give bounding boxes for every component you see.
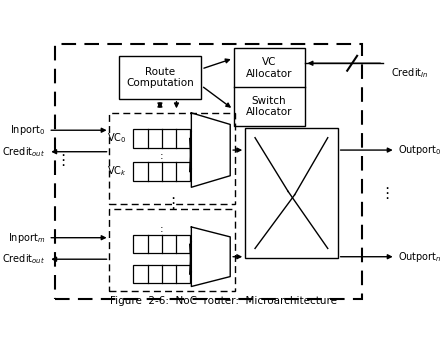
Text: ⋮: ⋮	[56, 153, 71, 168]
Text: Figure  2-6:  NoC  router:  Microarchitecture: Figure 2-6: NoC router: Microarchitectur…	[110, 296, 337, 305]
Bar	[134, 265, 190, 283]
Text: VC$_k$: VC$_k$	[107, 165, 127, 178]
Bar	[134, 162, 190, 181]
Text: VC$_0$: VC$_0$	[107, 132, 127, 145]
Text: Inport$_0$: Inport$_0$	[10, 123, 45, 137]
Text: ⋮: ⋮	[165, 196, 180, 211]
Text: Inport$_m$: Inport$_m$	[8, 231, 45, 245]
Bar	[110, 209, 235, 292]
Text: Outport$_0$: Outport$_0$	[398, 143, 442, 157]
Text: VC
Allocator: VC Allocator	[246, 57, 292, 79]
Bar	[134, 235, 190, 254]
Bar	[234, 48, 305, 126]
Text: Credit$_{In}$: Credit$_{In}$	[392, 66, 429, 80]
Text: :: :	[160, 224, 163, 234]
Text: Credit$_{out}$: Credit$_{out}$	[2, 145, 45, 159]
Bar	[110, 113, 235, 204]
Bar	[119, 56, 201, 99]
Text: Route
Computation: Route Computation	[126, 66, 194, 88]
Bar	[134, 129, 190, 147]
Bar	[55, 44, 362, 299]
Text: :: :	[160, 151, 163, 161]
Bar	[245, 128, 338, 258]
Text: Credit$_{out}$: Credit$_{out}$	[2, 252, 45, 266]
Text: Outport$_n$: Outport$_n$	[398, 250, 442, 264]
Text: Switch
Allocator: Switch Allocator	[246, 96, 292, 118]
Text: ⋮: ⋮	[380, 186, 395, 201]
